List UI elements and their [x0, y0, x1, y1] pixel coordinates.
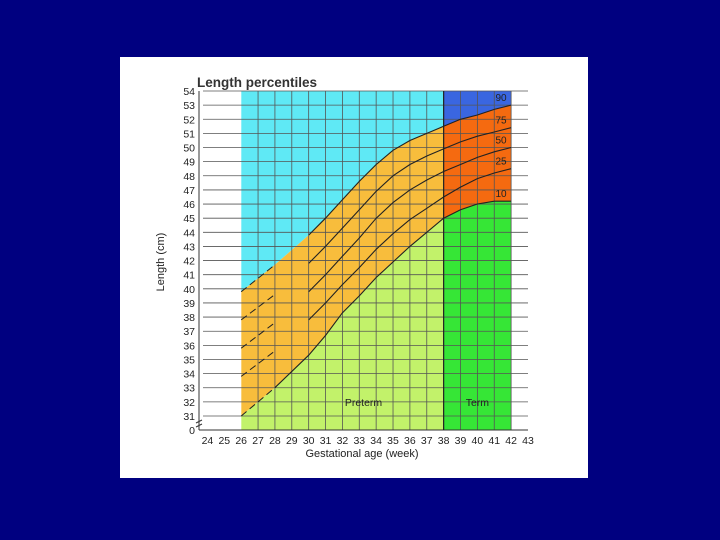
x-tick-label: 30 — [303, 435, 315, 447]
y-tick-label: 44 — [183, 227, 195, 239]
percentile-curve-90 — [308, 104, 512, 236]
zone-label-term: Term — [466, 397, 490, 409]
y-tick-label: 49 — [183, 157, 195, 169]
y-tick-label: 35 — [183, 354, 195, 366]
x-tick-label: 31 — [320, 435, 332, 447]
y-tick-label: 51 — [183, 128, 195, 140]
zone-label-preterm: Preterm — [345, 397, 383, 409]
y-tick-label: 42 — [183, 256, 195, 268]
x-tick-label: 42 — [505, 435, 517, 447]
y-tick-label: 53 — [183, 100, 195, 112]
y-tick-label: 36 — [183, 340, 195, 352]
axis-break-mark — [195, 423, 203, 428]
y-tick-label: 38 — [183, 312, 195, 324]
x-tick-label: 38 — [438, 435, 450, 447]
series-layer: 90 75 50 25 10 Preterm Term — [240, 93, 512, 417]
percentile-curve-10 — [274, 200, 512, 389]
chart-card: 90 75 50 25 10 Preterm Term 54 53 52 51 50 49 48 47 46… — [120, 57, 588, 478]
x-tick-label: 41 — [488, 435, 500, 447]
y-tick-label: 50 — [183, 143, 195, 155]
x-tick-label: 35 — [387, 435, 399, 447]
x-tick-label: 28 — [269, 435, 281, 447]
percentile-curve-75-dashed — [240, 294, 276, 321]
y-tick-label: 54 — [183, 86, 195, 98]
percentile-label-50: 50 — [495, 136, 507, 147]
y-axis-label: Length (cm) — [155, 233, 167, 292]
x-tick-label: 40 — [472, 435, 484, 447]
y-tick-label: 52 — [183, 114, 195, 126]
percentile-curve-75 — [308, 127, 512, 264]
y-tick-label: 46 — [183, 199, 195, 211]
y-tick-label: 47 — [183, 185, 195, 197]
y-tick-label: 40 — [183, 284, 195, 296]
y-tick-label: 48 — [183, 171, 195, 183]
y-tick-label: 31 — [183, 411, 195, 423]
percentile-label-25: 25 — [495, 157, 507, 168]
x-tick-label: 26 — [235, 435, 247, 447]
x-tick-label: 37 — [421, 435, 433, 447]
percentile-label-75: 75 — [495, 116, 507, 127]
y-tick-label: 39 — [183, 298, 195, 310]
y-tick-label: 32 — [183, 397, 195, 409]
y-tick-label: 34 — [183, 369, 195, 381]
x-axis-label: Gestational age (week) — [305, 448, 418, 460]
x-tick-label: 27 — [252, 435, 264, 447]
x-tick-label: 29 — [286, 435, 298, 447]
percentile-curve-25 — [308, 168, 512, 321]
y-tick-label: 43 — [183, 241, 195, 253]
percentile-label-10: 10 — [495, 189, 507, 200]
x-tick-label: 39 — [455, 435, 467, 447]
percentile-curve-50-dashed — [240, 322, 276, 349]
y-tick-label: 33 — [183, 383, 195, 395]
x-tick-label: 36 — [404, 435, 416, 447]
y-tick-label: 45 — [183, 213, 195, 225]
axis-break-mark — [195, 419, 203, 424]
x-tick-label: 32 — [337, 435, 349, 447]
percentile-curve-25-dashed — [240, 350, 276, 377]
x-tick-label: 34 — [370, 435, 382, 447]
percentile-curve-90-dashed — [240, 264, 276, 293]
x-tick-label: 25 — [218, 435, 230, 447]
chart-title: Length percentiles — [197, 75, 317, 90]
y-tick-label: 37 — [183, 326, 195, 338]
y-tick-label: 41 — [183, 270, 195, 282]
x-tick-label: 24 — [202, 435, 214, 447]
length-percentile-chart: 90 75 50 25 10 Preterm Term 54 53 52 51 50 49 48 47 46… — [155, 75, 534, 460]
tick-layer: 54 53 52 51 50 49 48 47 46 45 44 43 42 41 40 39 38 37 36 35… — [183, 86, 534, 447]
y-tick-label: 0 — [189, 425, 195, 437]
percentile-curve-50 — [308, 146, 512, 293]
percentile-curve-10-dashed — [240, 387, 276, 417]
x-tick-label: 43 — [522, 435, 534, 447]
percentile-label-90: 90 — [495, 93, 507, 104]
x-tick-label: 33 — [353, 435, 365, 447]
